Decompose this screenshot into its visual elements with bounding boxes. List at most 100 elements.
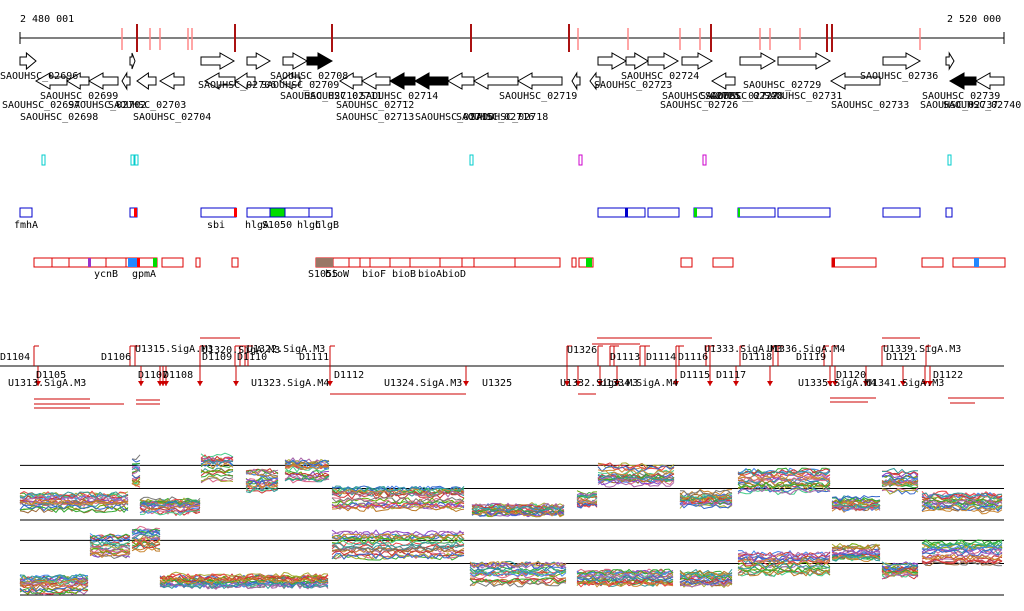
region-box: [473, 257, 516, 268]
promoter-arrowhead: [733, 381, 739, 386]
transcript-box: [246, 207, 271, 218]
region-box: [359, 257, 371, 268]
gene-label: SAOUHSC_02706: [198, 80, 276, 91]
promoter-arrowhead: [927, 381, 933, 386]
transcript-mark: [625, 208, 628, 217]
promoter-arrowhead: [327, 381, 333, 386]
gene-arrow: [711, 72, 736, 90]
region-box-highlight: [128, 258, 137, 267]
gene-arrow: [87, 72, 119, 90]
promoter-arrowhead: [707, 381, 713, 386]
gene-label: SAOUHSC_02711: [304, 91, 382, 102]
promoter-label: U1341.SigA.M3: [866, 378, 944, 389]
gene-arrow: [279, 72, 301, 90]
expression-panels: [19, 452, 1004, 596]
transcript-box: [200, 207, 237, 218]
gene-arrow: [121, 71, 131, 91]
gene-label: SAOUHSC_02718: [470, 112, 548, 123]
promoter-label: D1109: [202, 352, 232, 363]
region-box: [680, 257, 693, 268]
transcript-box: [945, 207, 953, 218]
region-box: [439, 257, 463, 268]
expression-series: [19, 459, 1003, 517]
promoter-label: U1339.SigA.M3: [883, 344, 961, 355]
expression-panel-bottom: [19, 525, 1004, 596]
region-box: [51, 257, 70, 268]
transcript-box: [284, 207, 310, 218]
gene-label: SAOUHSC_02709: [261, 80, 339, 91]
gene-arrow: [203, 72, 236, 90]
region-box: [952, 257, 977, 268]
transcript-box: [19, 207, 33, 218]
annotation-label: hlgB: [315, 220, 339, 231]
gene-arrow: [589, 71, 601, 91]
transcript-box: [777, 207, 831, 218]
gene-arrow: [158, 72, 185, 90]
annotation-label: hlgC: [297, 220, 321, 231]
transcript-box: [882, 207, 921, 218]
promoter-label: D1104: [0, 352, 30, 363]
gene-label: SAOUHSC_02708: [270, 71, 348, 82]
region-box: [33, 257, 53, 268]
promoter-label: D1106: [101, 352, 131, 363]
region-box: [195, 257, 201, 268]
gene-label: SAOUHSC_02737: [920, 100, 998, 111]
gene-arrow: [388, 72, 416, 90]
annotation-label: hlgA: [245, 220, 269, 231]
gene-label: SAOUHSC_02719: [499, 91, 577, 102]
feature-mark: [134, 154, 139, 166]
gene-arrow: [571, 71, 581, 91]
promoter-arrowhead: [614, 381, 620, 386]
promoter-label: D1114: [646, 352, 676, 363]
gene-label: SAOUHSC_02727: [700, 91, 778, 102]
promoter-arrowhead: [900, 381, 906, 386]
gene-arrow: [945, 51, 955, 71]
gene-label: SAOUHSC_02740: [943, 100, 1021, 111]
gene-arrow: [948, 72, 977, 90]
gene-label: SAOUHSC_02729: [743, 80, 821, 91]
gene-arrow: [136, 72, 157, 90]
gene-label: SAOUHSC_02726: [660, 100, 738, 111]
gene-arrow: [597, 52, 628, 70]
gene-arrow: [472, 72, 519, 90]
region-box: [571, 257, 577, 268]
promoter-label: U1325: [482, 378, 512, 389]
promoter-label: D1122: [933, 370, 963, 381]
transcript-box: [597, 207, 646, 218]
promoter-label: D1119: [796, 352, 826, 363]
region-box: [231, 257, 239, 268]
region-mark: [153, 258, 157, 267]
promoter-label: D1113: [610, 352, 640, 363]
promoter-label: U1322.SigA.M3: [247, 344, 325, 355]
promoter-arrowhead: [767, 381, 773, 386]
promoter-label: U1336.SigA.M4: [767, 344, 845, 355]
feature-marks: [41, 154, 952, 166]
region-box: [712, 257, 734, 268]
feature-mark: [578, 154, 583, 166]
region-box: [831, 257, 877, 268]
gene-label: SAOUHSC_02733: [831, 100, 909, 111]
promoter-arrowhead: [138, 381, 144, 386]
gene-arrow: [413, 72, 449, 90]
region-box: [921, 257, 944, 268]
annotation-label: bioW: [325, 269, 350, 280]
promoter-label: D1118: [742, 352, 772, 363]
promoter-arrowhead: [575, 381, 581, 386]
promoter-arrowhead: [35, 381, 41, 386]
gene-label: SAOUHSC_02715: [415, 112, 493, 123]
expression-series: [19, 454, 1003, 514]
gene-label: SAOUHSC_02716: [456, 112, 534, 123]
gene-arrow: [777, 52, 832, 70]
feature-mark: [469, 154, 474, 166]
annotation-label: bioB: [392, 269, 416, 280]
feature-mark: [41, 154, 46, 166]
gene-label: SAOUHSC_02703: [108, 100, 186, 111]
annotation-label: bioF: [362, 269, 386, 280]
gene-label: SAOUHSC_02731: [764, 91, 842, 102]
promoter-label: U1335.SigA.M4: [798, 378, 876, 389]
gene-label: SAOUHSC_02713: [336, 112, 414, 123]
gene-label: SAOUHSC_02728: [705, 91, 783, 102]
transcript-mark: [234, 208, 237, 217]
gene-arrow: [360, 72, 391, 90]
